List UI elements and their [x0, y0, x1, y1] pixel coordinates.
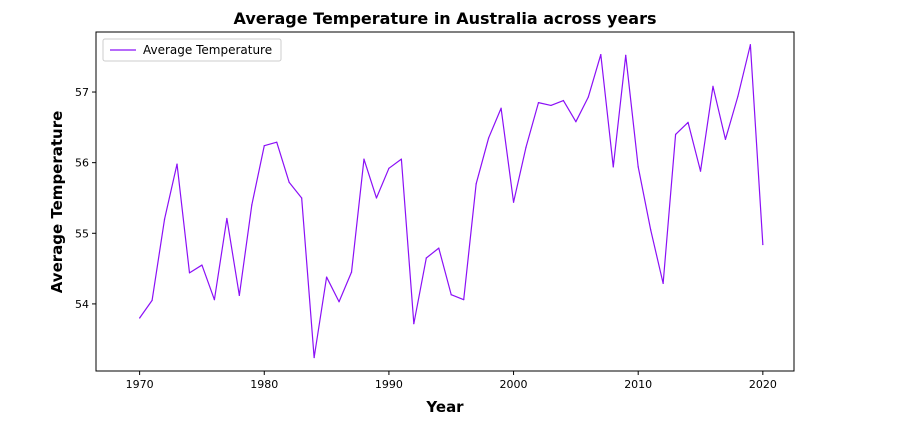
data-point	[562, 99, 565, 102]
data-point	[475, 183, 477, 185]
data-point	[325, 276, 328, 278]
data-point	[163, 218, 166, 220]
data-point	[724, 138, 727, 140]
legend: Average Temperature	[102, 38, 282, 62]
data-point	[350, 271, 353, 273]
legend-label: Average Temperature	[143, 43, 272, 57]
data-point	[251, 204, 253, 206]
legend-box	[102, 38, 282, 62]
data-point	[712, 85, 714, 87]
data-point	[263, 145, 265, 147]
data-point	[276, 141, 278, 143]
data-point	[176, 163, 178, 165]
data-point	[600, 54, 602, 56]
data-point	[612, 166, 614, 168]
data-point	[226, 217, 228, 220]
x-tick-label: 1990	[375, 378, 403, 391]
plot-area	[95, 31, 795, 372]
x-tick-label: 1970	[126, 378, 154, 391]
data-point	[213, 299, 216, 301]
data-point	[375, 197, 378, 199]
x-tick-label: 2020	[749, 378, 777, 391]
data-point	[338, 301, 340, 303]
data-point	[201, 264, 203, 266]
data-point	[413, 323, 415, 325]
data-point	[650, 229, 652, 231]
x-tick-label: 2000	[500, 378, 528, 391]
data-point	[388, 167, 390, 169]
y-axis-label: Average Temperature	[48, 111, 66, 294]
data-point	[313, 356, 315, 359]
data-point	[674, 133, 677, 136]
data-point	[662, 282, 664, 285]
data-point	[139, 317, 141, 319]
y-tick-label: 54	[75, 298, 89, 311]
x-tick-label: 1980	[250, 378, 278, 391]
series-lines	[139, 44, 764, 359]
data-point	[188, 272, 191, 274]
data-point	[438, 247, 440, 249]
y-tick-label: 57	[75, 86, 89, 99]
data-point	[363, 158, 365, 160]
data-point	[301, 197, 303, 199]
data-point	[762, 243, 764, 246]
data-point	[238, 294, 240, 297]
y-tick-label: 56	[75, 157, 89, 170]
x-axis-ticks: 1970 1980 1990 2000 2010 2020	[126, 371, 777, 391]
data-point	[737, 95, 739, 97]
data-point	[625, 54, 627, 56]
data-point	[288, 181, 290, 184]
data-point	[575, 121, 577, 123]
data-point	[587, 96, 589, 98]
x-tick-label: 2010	[624, 378, 652, 391]
data-point	[450, 294, 452, 296]
data-point	[525, 146, 527, 148]
y-tick-label: 55	[75, 227, 89, 240]
data-point	[500, 107, 502, 109]
chart-title: Average Temperature in Australia across …	[234, 9, 657, 28]
x-axis-label: Year	[425, 398, 464, 416]
data-point	[151, 299, 153, 301]
data-point	[687, 121, 689, 123]
data-point	[512, 201, 515, 203]
data-point	[699, 170, 702, 172]
data-point	[400, 158, 402, 160]
y-axis-ticks: 54 55 56 57	[75, 86, 96, 311]
data-point	[463, 299, 465, 301]
data-point	[550, 104, 552, 107]
data-point	[749, 44, 751, 46]
data-point	[637, 166, 639, 168]
data-point	[488, 137, 490, 139]
data-point	[425, 257, 427, 259]
data-point	[537, 102, 540, 104]
